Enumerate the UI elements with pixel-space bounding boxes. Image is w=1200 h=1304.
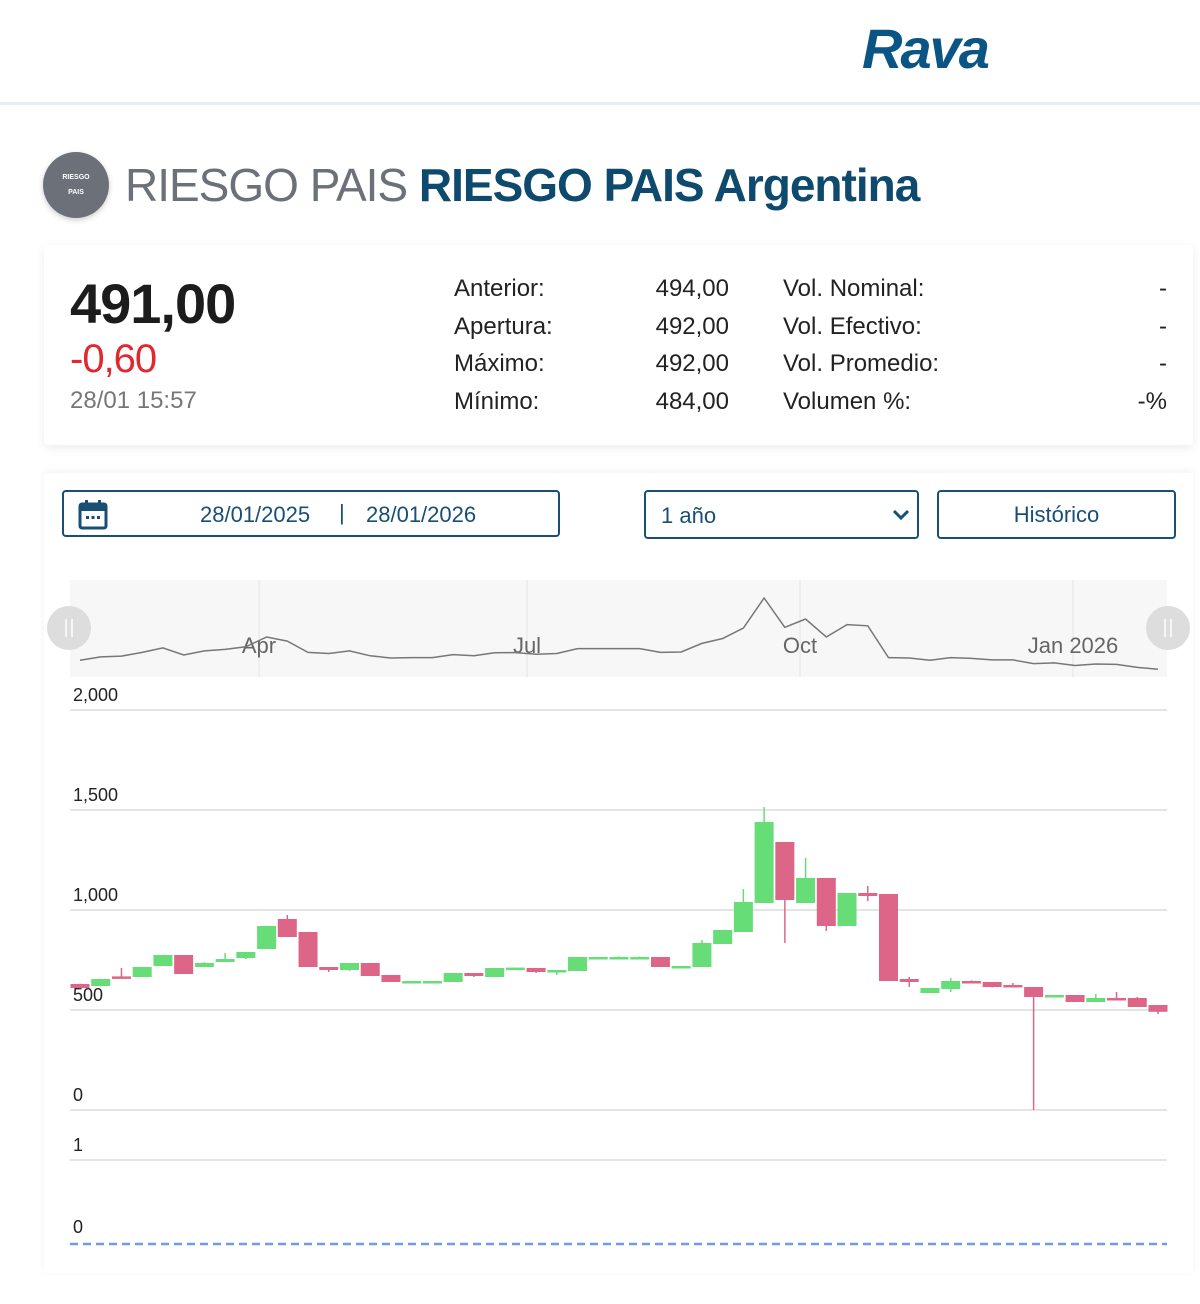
stat-label: Máximo: <box>454 350 545 377</box>
stat-label: Mínimo: <box>454 388 540 415</box>
stat-value: - <box>1159 313 1167 340</box>
date-separator: | <box>339 500 345 525</box>
badge-line2: PAIS <box>68 189 84 196</box>
stat-value: - <box>1159 350 1167 377</box>
site-header: Rava <box>0 0 1200 105</box>
badge-line1: RIESGO <box>62 174 90 181</box>
stat-label: Apertura: <box>454 313 553 340</box>
calendar-icon[interactable] <box>78 500 108 536</box>
chevron-down-icon <box>891 502 911 532</box>
date-to[interactable]: 28/01/2026 <box>366 502 477 527</box>
stat-label: Vol. Promedio: <box>783 350 940 377</box>
price-change: -0,60 <box>70 337 157 381</box>
page-title: RIESGO PAIS RIESGO PAIS RIESGO PAIS Arge… <box>43 152 920 218</box>
quote-card: 491,00 -0,60 28/01 15:57 Anterior: 494,0… <box>44 245 1193 445</box>
last-price: 491,00 <box>70 272 236 335</box>
instrument-badge: RIESGO PAIS <box>43 152 109 218</box>
stat-label: Volumen %: <box>783 388 912 415</box>
title-name: RIESGO PAIS Argentina <box>418 159 920 211</box>
date-range-picker[interactable]: 28/01/2025 | 28/01/2026 <box>62 490 560 537</box>
chart-card <box>44 473 1193 1273</box>
range-selected: 1 año <box>661 503 717 528</box>
stat-value: 492,00 <box>655 313 729 340</box>
stat-value: 484,00 <box>655 388 729 415</box>
stat-value: - <box>1159 275 1167 302</box>
title-text: RIESGO PAIS RIESGO PAIS Argentina <box>125 158 920 212</box>
rava-logo[interactable]: Rava <box>862 17 990 80</box>
stat-value: 492,00 <box>655 350 729 377</box>
date-from[interactable]: 28/01/2025 <box>200 502 311 527</box>
stat-label: Anterior: <box>454 275 545 302</box>
stat-label: Vol. Nominal: <box>783 275 925 302</box>
stat-value: -% <box>1137 388 1167 415</box>
quote-time: 28/01 15:57 <box>70 387 197 414</box>
title-prefix: RIESGO PAIS <box>125 159 408 211</box>
stat-label: Vol. Efectivo: <box>783 313 922 340</box>
range-select[interactable]: 1 año <box>644 490 919 539</box>
historico-button[interactable]: Histórico <box>937 490 1176 539</box>
stat-value: 494,00 <box>655 275 729 302</box>
